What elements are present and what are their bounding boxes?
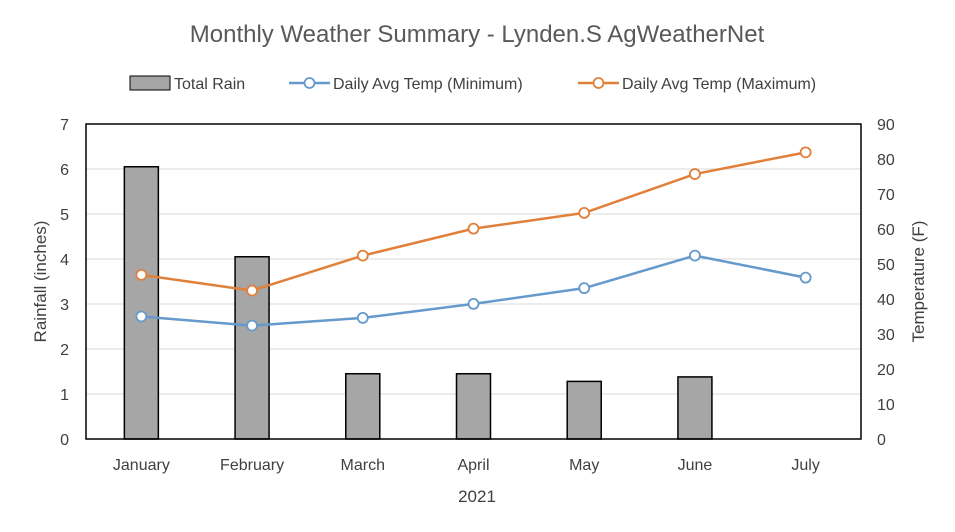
max-temp-point (356, 249, 369, 262)
min-temp-point (246, 319, 258, 332)
x-axis-label: 2021 (458, 487, 496, 506)
legend: Total Rain Daily Avg Temp (Minimum) Dail… (129, 75, 816, 93)
x-tick-label: January (113, 457, 170, 474)
y-left-tick-label: 4 (60, 252, 69, 269)
y-right-tick-label: 20 (877, 362, 895, 379)
max-temp-point (135, 268, 148, 281)
y-axis-left-label: Rainfall (inches) (31, 221, 50, 343)
y-right-tick-label: 30 (877, 327, 895, 344)
max-temp-point (799, 146, 812, 159)
min-temp-point (689, 249, 701, 262)
y-left-tick-label: 6 (60, 162, 69, 179)
rain-bars (123, 166, 713, 440)
rain-bar (566, 380, 602, 440)
min-temp-point (135, 310, 148, 323)
min-temp-point (356, 311, 369, 324)
y-left-tick-label: 1 (60, 387, 69, 404)
chart-title: Monthly Weather Summary - Lynden.S AgWea… (190, 21, 765, 48)
gridlines (86, 168, 861, 395)
y-right-tick-label: 0 (877, 432, 886, 449)
rain-bar (677, 376, 713, 440)
max-temp-point (467, 222, 480, 235)
rain-bar (345, 373, 381, 440)
y-right-tick-label: 70 (877, 187, 895, 204)
legend-marker-max (592, 77, 605, 89)
y-right-tick-label: 10 (877, 397, 895, 414)
max-temp-point (246, 284, 258, 297)
temperature-lines (135, 146, 812, 332)
legend-label-max: Daily Avg Temp (Maximum) (622, 76, 816, 93)
y-left-tick-label: 2 (60, 342, 69, 359)
y-right-tick-label: 50 (877, 257, 895, 274)
min-temp-point (578, 282, 591, 295)
y-left-tick-label: 0 (60, 432, 69, 449)
legend-marker-min (303, 77, 316, 89)
min-temp-point (799, 271, 812, 284)
x-tick-label: June (678, 457, 713, 474)
x-tick-label: February (220, 457, 284, 474)
rain-bar (123, 166, 160, 440)
legend-label-rain: Total Rain (174, 76, 245, 93)
rain-bar (455, 373, 492, 440)
y-left-tick-label: 7 (60, 117, 69, 134)
legend-swatch-rain (129, 75, 171, 91)
y-axis-right-label: Temperature (F) (909, 221, 928, 343)
y-left-tick-label: 5 (60, 207, 69, 224)
min-temp-point (467, 297, 480, 310)
max-temp-point (689, 168, 701, 180)
max-temp-point (578, 206, 591, 219)
x-tick-label: May (569, 457, 599, 474)
y-right-tick-label: 80 (877, 152, 895, 169)
legend-label-min: Daily Avg Temp (Minimum) (333, 76, 523, 93)
y-right-tick-label: 60 (877, 222, 895, 239)
y-right-tick-label: 90 (877, 117, 895, 134)
y-right-tick-label: 40 (877, 292, 895, 309)
x-tick-label: March (341, 457, 385, 474)
x-tick-label: July (791, 457, 819, 474)
rain-bar (234, 256, 270, 440)
x-tick-label: April (457, 457, 489, 474)
plot-frame (85, 123, 862, 440)
y-left-tick-label: 3 (60, 297, 69, 314)
